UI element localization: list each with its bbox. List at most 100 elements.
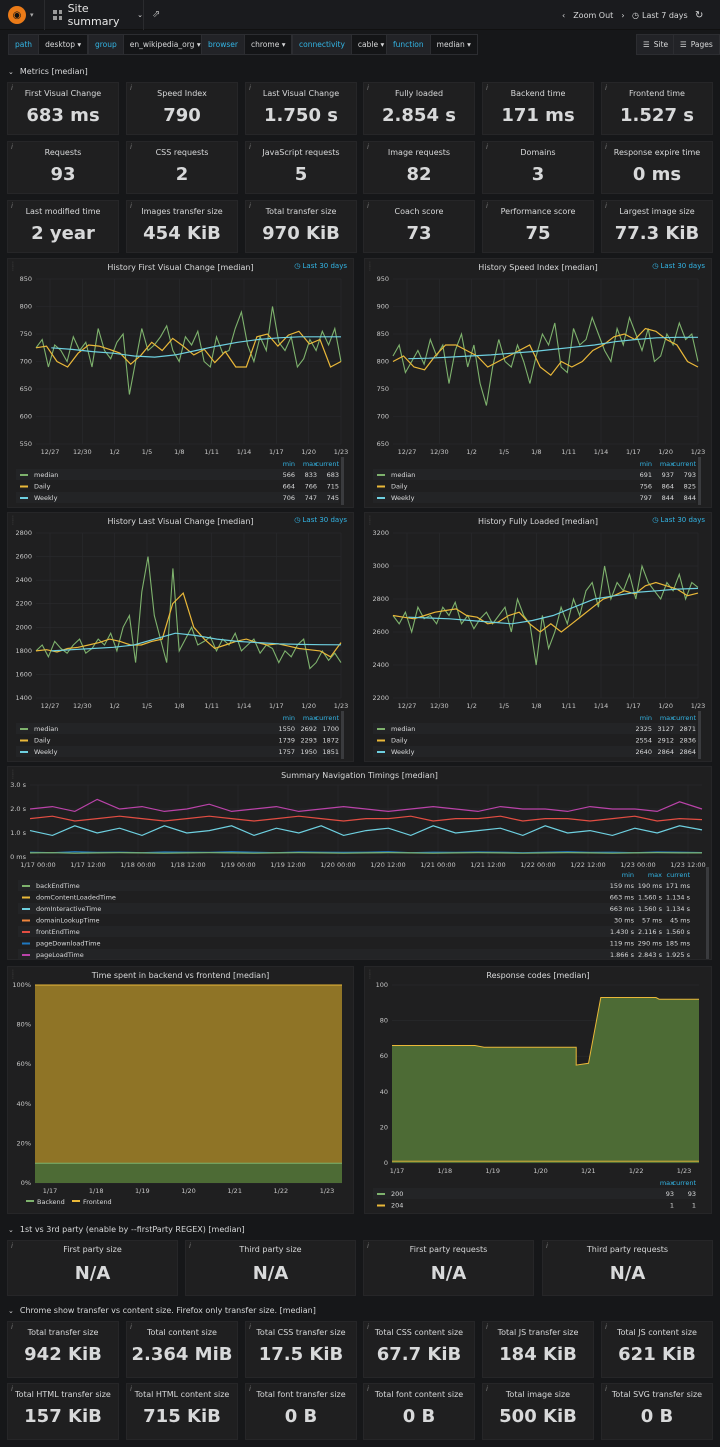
panel-title[interactable]: History First Visual Change [median] [107,263,254,272]
info-icon[interactable]: i [249,1323,251,1331]
stat-panel[interactable]: i Total transfer size 942 KiB [7,1321,119,1378]
info-icon[interactable]: i [486,202,488,210]
drag-handle-icon[interactable]: ⋮ ⋮ [10,769,16,780]
info-icon[interactable]: i [605,143,607,151]
info-icon[interactable]: i [367,1242,369,1250]
stat-panel[interactable]: i Coach score 73 [363,200,475,253]
info-icon[interactable]: i [130,1323,132,1331]
stat-panel[interactable]: i Last modified time 2 year [7,200,119,253]
stat-panel[interactable]: i Fully loaded 2.854 s [363,82,475,135]
refresh-icon[interactable]: ↻ [695,9,704,21]
panel-title[interactable]: History Speed Index [median] [478,263,598,272]
info-icon[interactable]: i [189,1242,191,1250]
info-icon[interactable]: i [11,84,13,92]
row-header-party[interactable]: ⌄ 1st vs 3rd party (enable by --firstPart… [8,1225,245,1234]
info-icon[interactable]: i [605,1323,607,1331]
variable-value[interactable]: median ▾ [430,34,478,55]
row-header-sizes[interactable]: ⌄ Chrome show transfer vs content size. F… [8,1306,316,1315]
info-icon[interactable]: i [130,202,132,210]
variable-value[interactable]: desktop ▾ [39,34,89,55]
zoom-out-button[interactable]: ‹ Zoom Out › [562,0,625,30]
drag-handle-icon[interactable]: ⋮ ⋮ [367,515,373,526]
stat-panel[interactable]: i Third party requests N/A [542,1240,713,1296]
stat-panel[interactable]: i Last Visual Change 1.750 s [245,82,357,135]
chevron-right-icon[interactable]: › [621,10,625,20]
stat-panel[interactable]: i Total font transfer size 0 B [245,1383,357,1440]
legend-scrollbar[interactable] [698,457,701,505]
stat-panel[interactable]: i First party size N/A [7,1240,178,1296]
info-icon[interactable]: i [11,202,13,210]
info-icon[interactable]: i [367,143,369,151]
stat-panel[interactable]: i Total image size 500 KiB [482,1383,594,1440]
stat-panel[interactable]: i Total font content size 0 B [363,1383,475,1440]
stat-panel[interactable]: i Total CSS transfer size 17.5 KiB [245,1321,357,1378]
stat-panel[interactable]: i Performance score 75 [482,200,594,253]
stat-panel[interactable]: i Total transfer size 970 KiB [245,200,357,253]
drag-handle-icon[interactable]: ⋮ ⋮ [10,515,16,526]
info-icon[interactable]: i [130,143,132,151]
row-header-metrics[interactable]: ⌄ Metrics [median] [8,67,88,76]
info-icon[interactable]: i [249,1385,251,1393]
link-pages-button[interactable]: ☰ Pages [673,34,720,55]
info-icon[interactable]: i [249,84,251,92]
stat-panel[interactable]: i First Visual Change 683 ms [7,82,119,135]
panel-title[interactable]: History Last Visual Change [median] [107,517,254,526]
panel-title[interactable]: Response codes [median] [486,971,590,980]
stat-panel[interactable]: i Largest image size 77.3 KiB [601,200,713,253]
drag-handle-icon[interactable]: ⋮ ⋮ [10,261,16,272]
stat-panel[interactable]: i Backend time 171 ms [482,82,594,135]
time-range-picker[interactable]: ◷ Last 7 days [632,0,688,30]
drag-handle-icon[interactable]: ⋮ ⋮ [367,261,373,272]
info-icon[interactable]: i [486,84,488,92]
info-icon[interactable]: i [605,202,607,210]
stat-panel[interactable]: i Total JS transfer size 184 KiB [482,1321,594,1378]
info-icon[interactable]: i [486,1323,488,1331]
info-icon[interactable]: i [367,1323,369,1331]
legend-scrollbar[interactable] [698,711,701,759]
stat-panel[interactable]: i Images transfer size 454 KiB [126,200,238,253]
info-icon[interactable]: i [11,143,13,151]
line-chart[interactable]: 3200 3000 2800 2600 2400 2200 12/27 12/30 1/2 1/5… [365,513,711,763]
stat-panel[interactable]: i First party requests N/A [363,1240,534,1296]
stat-panel[interactable]: i Total content size 2.364 MiB [126,1321,238,1378]
stat-panel[interactable]: i Third party size N/A [185,1240,356,1296]
info-icon[interactable]: i [11,1323,13,1331]
stat-panel[interactable]: i Total JS content size 621 KiB [601,1321,713,1378]
variable-value[interactable]: chrome ▾ [245,34,293,55]
panel-title[interactable]: Time spent in backend vs frontend [media… [91,971,270,980]
info-icon[interactable]: i [249,143,251,151]
stat-panel[interactable]: i CSS requests 2 [126,141,238,194]
variable-browser[interactable]: browser chrome ▾ [201,34,293,55]
info-icon[interactable]: i [130,84,132,92]
grafana-logo-icon[interactable]: ◉ [8,6,26,24]
panel-title[interactable]: Summary Navigation Timings [median] [281,771,438,780]
info-icon[interactable]: i [11,1242,13,1250]
info-icon[interactable]: i [11,1385,13,1393]
dashboard-title-button[interactable]: Site summary ⌄ [44,0,144,30]
panel-title[interactable]: History Fully Loaded [median] [478,517,598,526]
chevron-left-icon[interactable]: ‹ [562,10,566,20]
info-icon[interactable]: i [130,1385,132,1393]
caret-down-icon[interactable]: ▾ [30,11,34,19]
drag-handle-icon[interactable]: ⋮ ⋮ [10,969,16,980]
info-icon[interactable]: i [605,1385,607,1393]
stat-panel[interactable]: i Total CSS content size 67.7 KiB [363,1321,475,1378]
stat-panel[interactable]: i JavaScript requests 5 [245,141,357,194]
stat-panel[interactable]: i Total SVG transfer size 0 B [601,1383,713,1440]
link-site-button[interactable]: ☰ Site [636,34,676,55]
stat-panel[interactable]: i Requests 93 [7,141,119,194]
variable-value[interactable]: en_wikipedia_org ▾ [123,34,208,55]
stat-panel[interactable]: i Total HTML transfer size 157 KiB [7,1383,119,1440]
info-icon[interactable]: i [367,1385,369,1393]
line-chart[interactable]: 950 900 850 800 750 700 650 12/27 12/30 1/2 1/5 1/8… [365,259,711,509]
info-icon[interactable]: i [546,1242,548,1250]
area-chart[interactable]: 100% 80% 60% 40% 20% 0% 1/17 1/18 1/19 1/20 1/21 1/… [8,967,353,1215]
stat-panel[interactable]: i Speed Index 790 [126,82,238,135]
info-icon[interactable]: i [367,202,369,210]
drag-handle-icon[interactable]: ⋮ ⋮ [367,969,373,980]
variable-group[interactable]: group en_wikipedia_org ▾ [88,34,208,55]
info-icon[interactable]: i [249,202,251,210]
line-chart[interactable]: 3.0 s 2.0 s 1.0 s 0 ms1/17 00:00 1/17 12:00 1… [8,767,711,960]
legend-scrollbar[interactable] [706,867,709,959]
